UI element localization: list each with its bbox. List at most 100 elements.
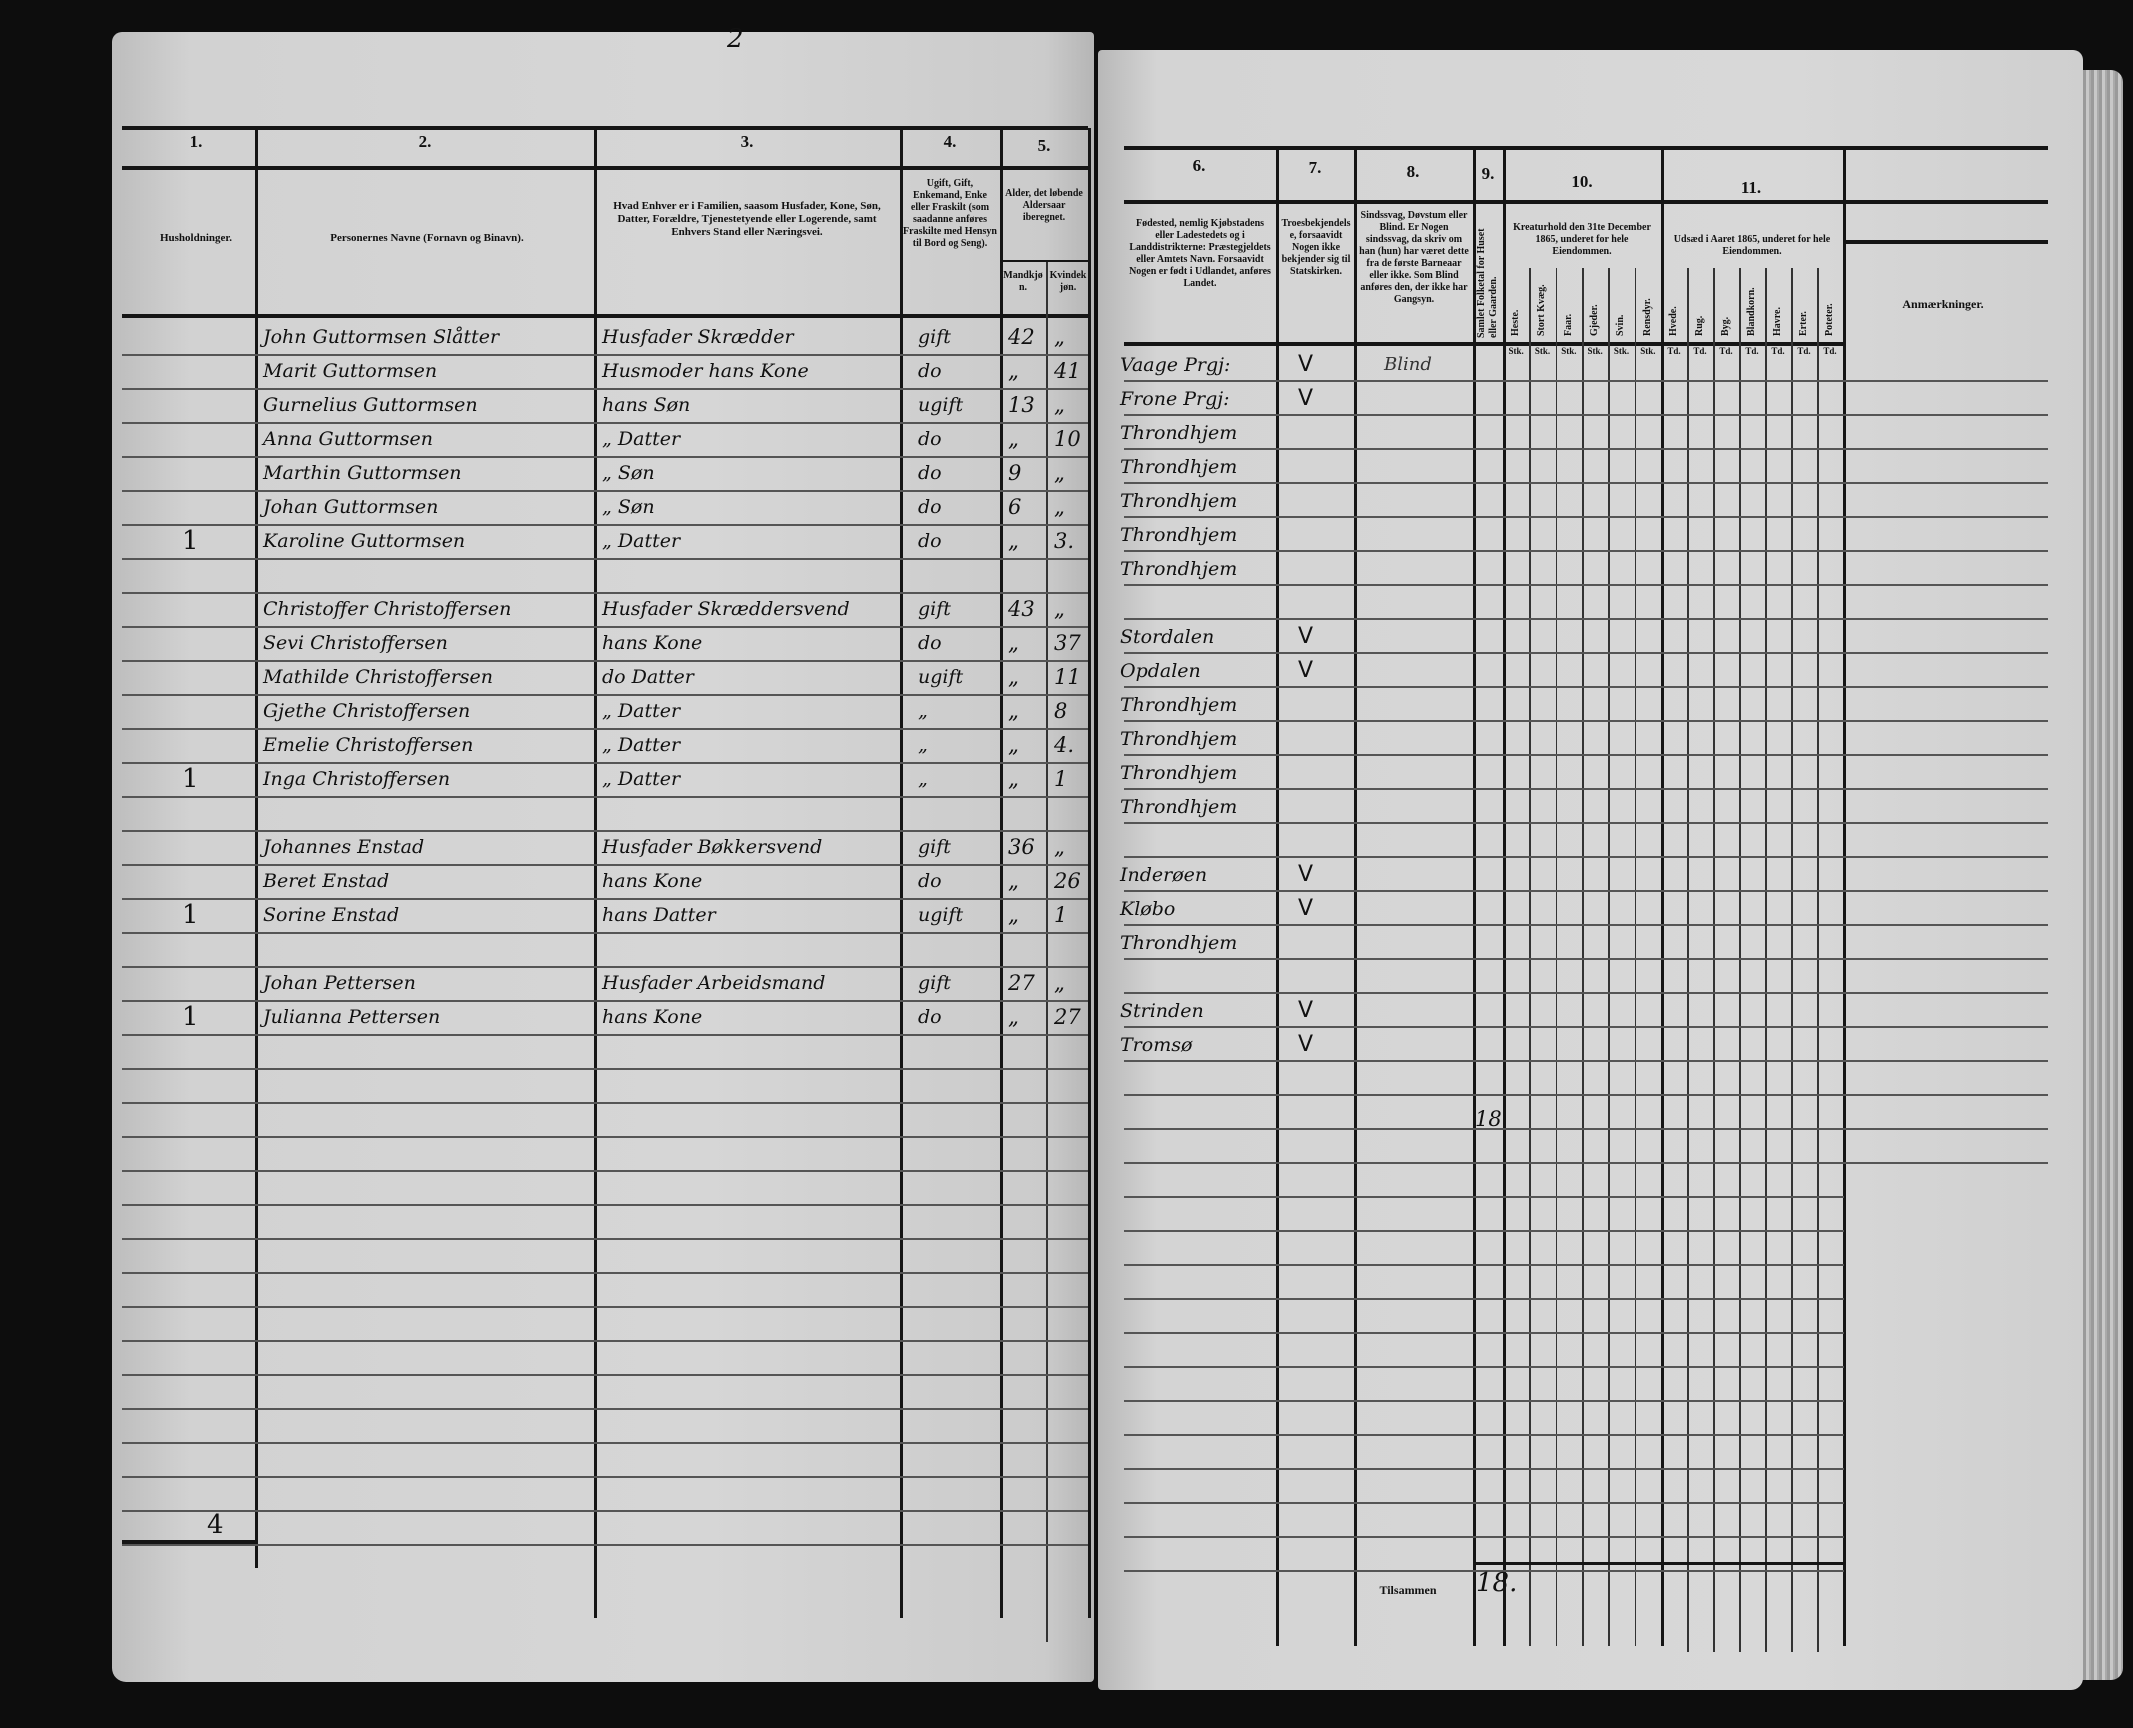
livestock-column-header: Faar. — [1562, 313, 1574, 336]
age-male: 42 — [1008, 325, 1035, 349]
family-role-occupation: „ Datter — [602, 734, 681, 756]
age-male: „ — [1008, 1005, 1019, 1029]
col-1-number: 1. — [189, 132, 203, 151]
row-rule — [1124, 958, 2048, 960]
livestock-unit: Stk. — [1534, 346, 1551, 356]
row-rule — [122, 558, 1088, 560]
table-row: John Guttormsen Slåtter Husfader Skrædder… — [112, 324, 1092, 358]
row-rule — [122, 796, 1088, 798]
sowing-column-header: Erter. — [1798, 311, 1809, 336]
table-row — [112, 936, 1092, 970]
subcolumn-rule — [1713, 268, 1715, 1652]
person-name: Marthin Guttormsen — [263, 462, 462, 484]
marital-status: do — [918, 496, 942, 518]
header-livestock: Kreaturhold den 31te December 1865, unde… — [1513, 222, 1651, 257]
age-male: 43 — [1008, 597, 1035, 621]
row-rule — [1124, 890, 2048, 892]
header-religion: Troesbekjendelse, forsaavidt Nogen ikke … — [1281, 218, 1351, 277]
person-name: Sevi Christoffersen — [263, 632, 448, 654]
table-row — [1098, 828, 2078, 862]
table-row: 1 Karoline Guttormsen „ Datter do „ 3. — [112, 528, 1092, 562]
person-name: Sorine Enstad — [263, 904, 400, 926]
table-row: Throndhjem — [1098, 930, 2078, 964]
table-row — [1098, 590, 2078, 624]
subcolumn-rule — [1582, 268, 1584, 1646]
row-rule — [1124, 1332, 1844, 1334]
row-rule — [1124, 1298, 1844, 1300]
row-rule — [122, 490, 1088, 492]
livestock-unit: Stk. — [1640, 346, 1656, 356]
table-row: Inderøen V — [1098, 862, 2078, 896]
sowing-column-header: Byg. — [1720, 316, 1731, 336]
column-rule — [1276, 146, 1279, 1646]
age-male: „ — [1008, 665, 1019, 689]
row-rule — [122, 762, 1088, 764]
birthplace: Throndhjem — [1120, 762, 1238, 784]
table-row: Tromsø V — [1098, 1032, 2078, 1066]
rule-remarks-top — [1843, 240, 2048, 244]
page-mark: 2 — [727, 24, 744, 54]
marital-status: do — [918, 462, 942, 484]
sowing-column-header: Rug. — [1694, 315, 1705, 336]
subcolumn-rule — [1687, 268, 1689, 1652]
row-rule — [1124, 516, 2048, 518]
row-rule — [1124, 1026, 2048, 1028]
sowing-unit: Td. — [1745, 346, 1759, 356]
marital-status: do — [918, 360, 942, 382]
sowing-column-header: Havre. — [1772, 307, 1783, 336]
age-female: „ — [1054, 835, 1065, 859]
total-value: 18. — [1476, 1568, 1518, 1598]
table-row: Throndhjem — [1098, 794, 2078, 828]
table-row: Johan Pettersen Husfader Arbeidsmand gift 2… — [112, 970, 1092, 1004]
row-rule — [1124, 414, 2048, 416]
person-name: Christoffer Christoffersen — [263, 598, 512, 620]
family-role-occupation: Husfader Arbeidsmand — [602, 972, 826, 994]
row-rule — [1124, 1502, 1844, 1504]
row-rule — [122, 1544, 1088, 1546]
row-rule — [1124, 1570, 1844, 1572]
col-3-number: 3. — [740, 132, 754, 151]
page-stack-edges — [2075, 70, 2123, 1680]
header-census-count: Samlet Folketal for Huset eller Gaarden. — [1476, 228, 1499, 338]
row-rule — [1124, 1264, 1844, 1266]
header-male: Mandkjøn. — [1003, 270, 1043, 293]
table-row: Sevi Christoffersen hans Kone do „ 37 — [112, 630, 1092, 664]
birthplace: Throndhjem — [1120, 490, 1238, 512]
age-male: 6 — [1008, 495, 1022, 519]
sowing-unit: Td. — [1771, 346, 1785, 356]
birthplace: Throndhjem — [1120, 422, 1238, 444]
row-rule — [122, 1068, 1088, 1070]
header-remarks: Anmærkninger. — [1902, 297, 1984, 311]
age-male: 13 — [1008, 393, 1035, 417]
row-rule — [1124, 754, 2048, 756]
age-female: „ — [1054, 971, 1065, 995]
row-rule — [122, 1136, 1088, 1138]
row-rule — [1124, 1230, 1844, 1232]
header-female: Kvindekjøn. — [1049, 270, 1087, 293]
family-role-occupation: „ Datter — [602, 530, 681, 552]
table-row: Gjethe Christoffersen „ Datter „ „ 8 — [112, 698, 1092, 732]
livestock-unit: Stk. — [1587, 346, 1603, 356]
religion-check-mark: V — [1298, 352, 1314, 377]
sowing-column-header: Blandkorn. — [1746, 287, 1757, 336]
table-row: Throndhjem — [1098, 420, 2078, 454]
table-row: Beret Enstad hans Kone do „ 26 — [112, 868, 1092, 902]
header-age: Alder, det løbende Aldersaar iberegnet. — [1005, 188, 1083, 223]
person-name: Mathilde Christoffersen — [263, 666, 494, 688]
row-rule — [1124, 1366, 1844, 1368]
person-name: Inga Christoffersen — [263, 768, 451, 790]
table-row: Johan Guttormsen „ Søn do 6 „ — [112, 494, 1092, 528]
household-marker: 1 — [182, 526, 199, 556]
row-rule — [122, 864, 1088, 866]
table-row: Throndhjem — [1098, 760, 2078, 794]
row-rule — [1124, 584, 2048, 586]
row-rule — [1124, 448, 2048, 450]
table-row: 1 Inga Christoffersen „ Datter „ „ 1 — [112, 766, 1092, 800]
marital-status: gift — [918, 836, 951, 858]
age-female: 37 — [1054, 631, 1081, 655]
row-rule — [1124, 924, 2048, 926]
marital-status: „ — [918, 700, 928, 722]
age-male: „ — [1008, 733, 1019, 757]
row-rule — [122, 626, 1088, 628]
row-rule — [122, 728, 1088, 730]
